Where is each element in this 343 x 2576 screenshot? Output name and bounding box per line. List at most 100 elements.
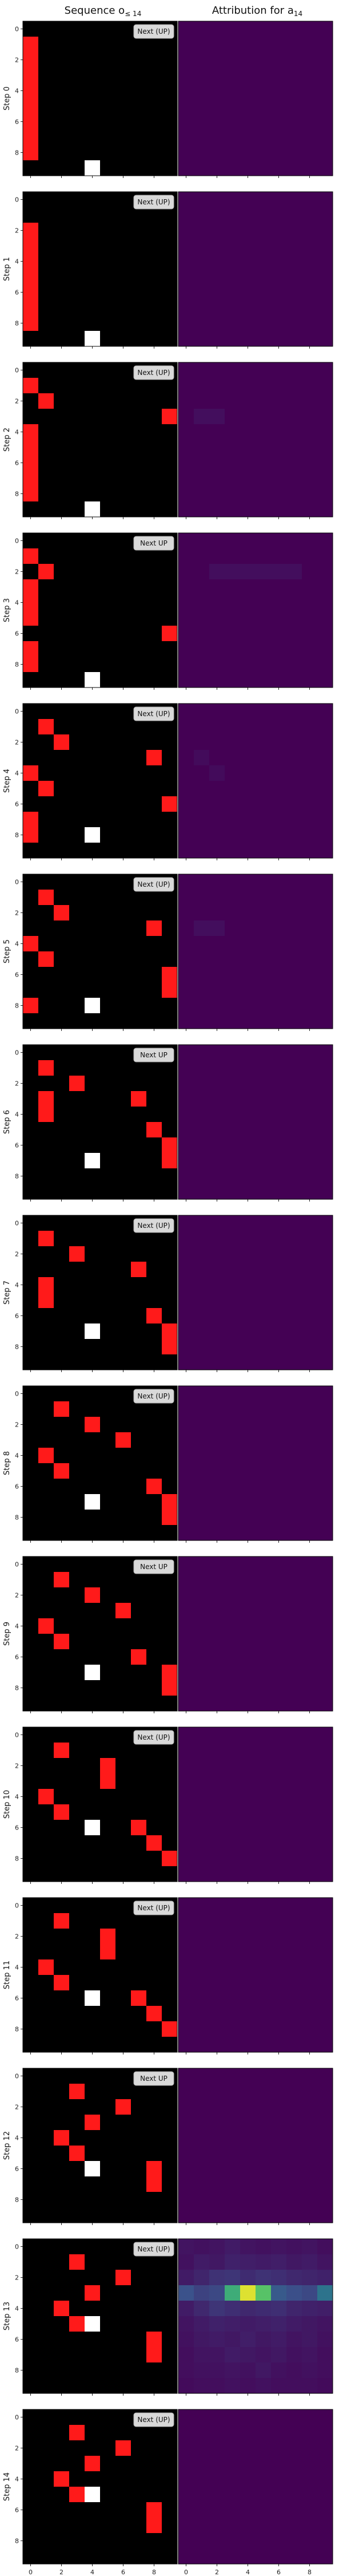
right-axes-frame xyxy=(178,1726,333,1882)
attribution-cell xyxy=(317,2254,333,2270)
attribution-cell xyxy=(271,2347,286,2362)
attribution-cell xyxy=(286,2270,302,2285)
y-tick-label: 0 xyxy=(15,367,19,374)
red-cell xyxy=(38,564,54,579)
red-cell xyxy=(162,1494,177,1510)
white-cell xyxy=(85,1665,100,1680)
red-cell xyxy=(23,765,38,781)
white-cell xyxy=(85,2161,100,2176)
red-cell xyxy=(23,455,38,471)
step-panel: Next UP 0 2 4 6 8 Step 3 xyxy=(3,532,333,690)
y-tick-label: 0 xyxy=(15,708,19,716)
attribution-cell xyxy=(256,564,271,579)
y-tick-label: 4 xyxy=(15,1793,19,1801)
attribution-cell xyxy=(317,2362,333,2378)
red-cell xyxy=(23,998,38,1013)
red-cell xyxy=(146,2347,162,2362)
y-tick-label: 2 xyxy=(15,1763,19,1770)
attribution-cell xyxy=(286,564,302,579)
red-cell xyxy=(162,626,177,641)
attribution-cell xyxy=(317,2347,333,2362)
status-label: Next (UP) xyxy=(137,198,170,206)
attribution-cell xyxy=(225,2362,240,2378)
y-tick-label: 6 xyxy=(15,2166,19,2173)
y-tick-label: 8 xyxy=(15,1344,19,1351)
attribution-cell xyxy=(286,2362,302,2378)
red-cell xyxy=(146,1122,162,1137)
attribution-cell xyxy=(317,2316,333,2332)
y-tick-label: 6 xyxy=(15,801,19,808)
attribution-heatmap xyxy=(178,1556,333,1711)
y-tick-label: 4 xyxy=(15,2135,19,2142)
y-tick-label: 8 xyxy=(15,1002,19,1010)
red-cell xyxy=(23,129,38,145)
attribution-cell xyxy=(256,2362,271,2378)
white-cell xyxy=(85,2487,100,2502)
attribution-cell xyxy=(194,2301,209,2316)
attribution-heatmap xyxy=(178,21,333,176)
attribution-cell xyxy=(302,2254,317,2270)
white-cell xyxy=(85,1494,100,1510)
attribution-heatmap xyxy=(178,362,333,517)
red-cell xyxy=(23,936,38,951)
red-cell xyxy=(38,393,54,409)
red-cell xyxy=(38,951,54,967)
attribution-cell xyxy=(209,409,225,424)
step-label: Step 3 xyxy=(3,598,11,622)
attribution-cell xyxy=(271,2270,286,2285)
attribution-cell xyxy=(302,2301,317,2316)
y-tick-label: 0 xyxy=(15,879,19,886)
status-label: Next UP xyxy=(140,1563,167,1571)
status-label: Next (UP) xyxy=(137,1392,170,1400)
y-tick-label: 0 xyxy=(15,2073,19,2080)
attribution-heatmap xyxy=(178,1727,333,1882)
right-axes-frame xyxy=(178,1215,333,1370)
attribution-cell xyxy=(178,2332,194,2347)
red-cell xyxy=(54,905,69,920)
attribution-cell xyxy=(194,2378,209,2393)
attribution-heatmap xyxy=(178,1215,333,1370)
step-panel: Next (UP) 0 2 4 6 8 Step 8 xyxy=(3,1385,333,1543)
red-cell xyxy=(69,2316,85,2332)
white-cell xyxy=(85,2316,100,2332)
attribution-cell xyxy=(225,2316,240,2332)
attribution-cell xyxy=(286,2347,302,2362)
y-tick-label: 2 xyxy=(15,568,19,576)
red-cell xyxy=(162,1323,177,1339)
red-cell xyxy=(23,300,38,315)
attribution-cell xyxy=(194,409,209,424)
attribution-cell xyxy=(178,2254,194,2270)
y-tick-label: 8 xyxy=(15,149,19,157)
attribution-cell xyxy=(209,2301,225,2316)
attribution-cell xyxy=(225,2332,240,2347)
attribution-cell xyxy=(178,2301,194,2316)
right-column-title: Attribution for a14 xyxy=(212,5,302,18)
y-tick-label: 0 xyxy=(15,1220,19,1227)
step-label: Step 7 xyxy=(3,1281,11,1305)
status-label: Next (UP) xyxy=(137,880,170,888)
red-cell xyxy=(54,2301,69,2316)
y-tick-label: 0 xyxy=(15,1390,19,1398)
attribution-cell xyxy=(178,2362,194,2378)
red-cell xyxy=(146,2176,162,2192)
status-label-box xyxy=(133,1901,174,1915)
attribution-cell xyxy=(240,2301,256,2316)
red-cell xyxy=(115,2440,131,2456)
y-tick-label: 6 xyxy=(15,460,19,467)
red-cell xyxy=(23,579,38,595)
white-cell xyxy=(85,827,100,843)
step-label: Step 4 xyxy=(3,769,11,793)
attribution-cell xyxy=(302,2332,317,2347)
red-cell xyxy=(146,2161,162,2176)
attribution-cell xyxy=(225,2347,240,2362)
x-tick-label: 6 xyxy=(121,2569,125,2576)
red-cell xyxy=(38,1789,54,1804)
attribution-cell xyxy=(256,2316,271,2332)
red-cell xyxy=(23,145,38,160)
attribution-cell xyxy=(240,2239,256,2254)
left-axes-frame xyxy=(22,1215,178,1370)
right-axes-frame xyxy=(178,1897,333,2053)
attribution-cell xyxy=(178,2316,194,2332)
attribution-cell xyxy=(240,2362,256,2378)
attribution-cell xyxy=(271,2378,286,2393)
